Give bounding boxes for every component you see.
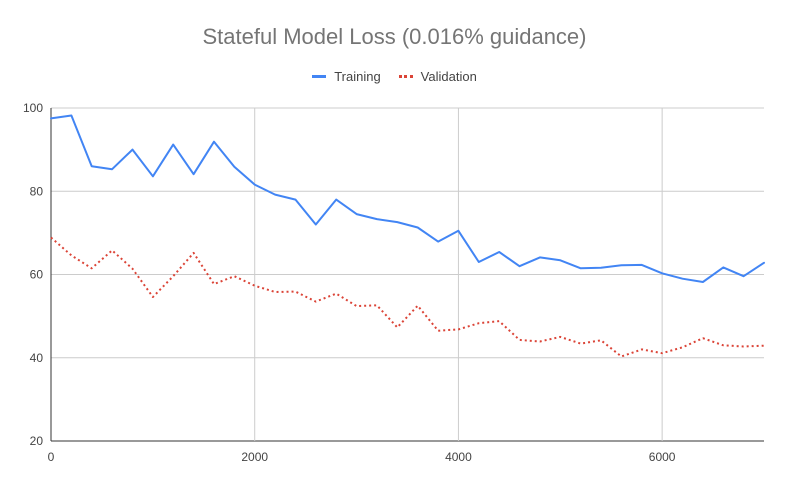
legend-swatch-training (312, 75, 327, 78)
x-tick-label-4000: 4000 (445, 450, 472, 464)
x-tick-label-6000: 6000 (649, 450, 676, 464)
y-tick-label-40: 40 (30, 351, 44, 365)
legend-label-validation: Validation (420, 69, 477, 84)
legend-item-training[interactable]: Training (312, 69, 381, 84)
chart-title: Stateful Model Loss (0.016% guidance) (202, 24, 587, 49)
legend-swatch-validation (398, 75, 413, 78)
y-tick-label-20: 20 (30, 434, 44, 448)
series-line-training (50, 114, 765, 283)
y-tick-label-60: 60 (30, 268, 44, 282)
legend-item-validation[interactable]: Validation (398, 69, 477, 84)
y-tick-label-100: 100 (23, 101, 43, 115)
chart-legend: Training Validation (0, 69, 789, 84)
legend-label-training: Training (334, 69, 381, 84)
y-tick-label-80: 80 (30, 184, 44, 198)
series-line-validation (50, 236, 765, 358)
x-tick-label-2000: 2000 (241, 450, 268, 464)
x-tick-label-0: 0 (48, 450, 55, 464)
